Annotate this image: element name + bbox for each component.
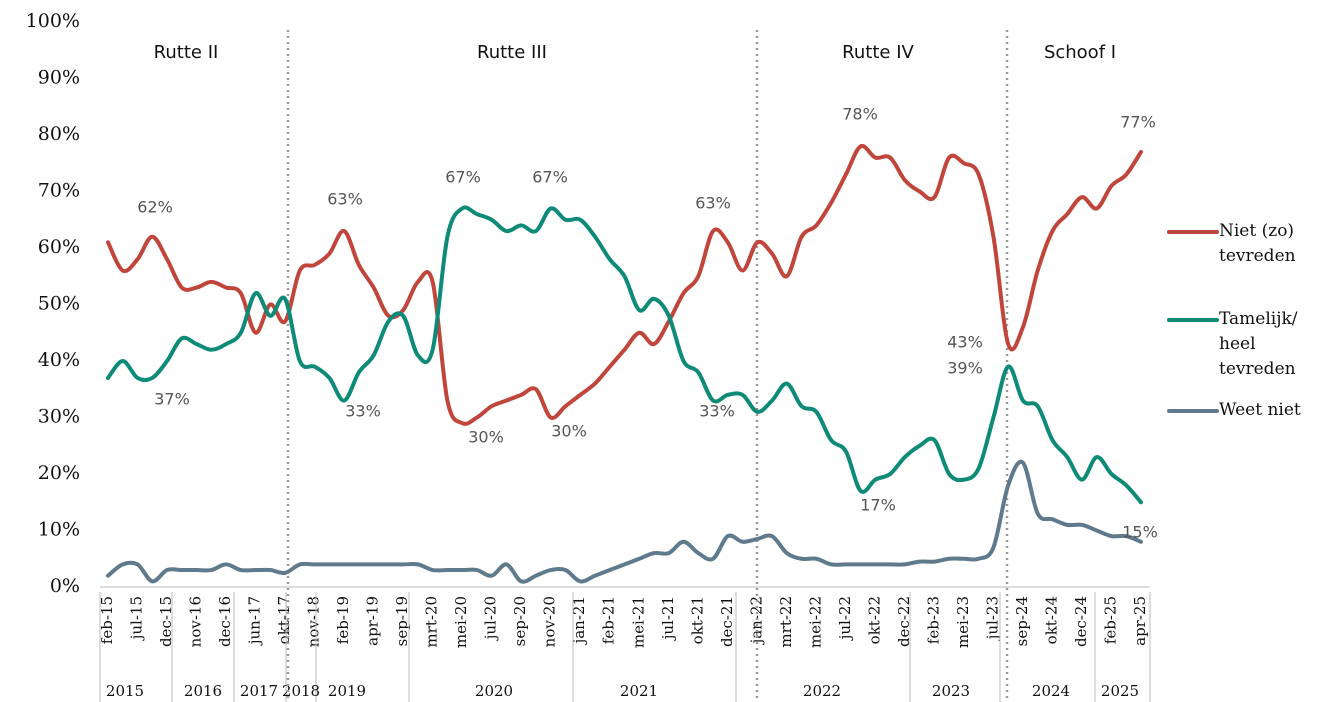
x-tick-label: feb-15	[98, 596, 116, 644]
series-line	[106, 459, 1143, 584]
x-tick-label: jul-20	[482, 596, 500, 641]
x-tick-label: okt-17	[275, 596, 293, 644]
x-tick-label: sep-19	[393, 596, 411, 646]
legend-swatch	[1167, 318, 1219, 322]
x-tick-label: dec-16	[216, 596, 234, 647]
data-label: 39%	[947, 359, 983, 378]
y-tick-label: 30%	[38, 406, 80, 428]
legend-item: Niet (zo) tevreden	[1167, 219, 1326, 269]
data-label: 17%	[860, 496, 896, 515]
legend-label: Tamelijk/ heel tevreden	[1219, 309, 1298, 379]
x-tick-label: dec-15	[157, 596, 175, 647]
year-label: 2023	[932, 682, 970, 700]
x-tick-label: mei-23	[954, 596, 972, 648]
y-tick-label: 20%	[38, 462, 80, 484]
x-tick-label: okt-22	[865, 596, 883, 644]
legend-item: Weet niet	[1167, 398, 1326, 423]
period-label: Schoof I	[1044, 42, 1116, 63]
year-label: 2022	[803, 682, 841, 700]
y-tick-label: 90%	[38, 67, 80, 89]
legend-item: Tamelijk/ heel tevreden	[1167, 307, 1326, 382]
year-label: 2017	[240, 682, 278, 700]
data-label: 30%	[551, 422, 587, 441]
data-label: 63%	[327, 190, 363, 209]
y-tick-label: 70%	[38, 180, 80, 202]
data-label: 30%	[468, 428, 504, 447]
y-tick-label: 80%	[38, 123, 80, 145]
x-tick-label: feb-25	[1101, 596, 1119, 644]
data-label: 33%	[699, 402, 735, 421]
x-tick-label: nov-20	[541, 596, 559, 647]
x-tick-label: nov-16	[187, 596, 205, 647]
year-label: 2020	[475, 682, 513, 700]
data-label: 78%	[842, 105, 878, 124]
period-label: Rutte IV	[842, 42, 914, 63]
x-tick-label: jan-22	[747, 596, 765, 645]
x-tick-label: okt-21	[688, 596, 706, 644]
year-label: 2018	[282, 682, 320, 700]
data-label: 37%	[154, 390, 190, 409]
x-tick-label: jul-21	[659, 596, 677, 641]
x-tick-label: mrt-22	[777, 596, 795, 648]
data-label: 77%	[1120, 113, 1156, 132]
y-tick-label: 100%	[26, 10, 80, 32]
x-tick-label: okt-24	[1042, 596, 1060, 644]
year-label: 2019	[328, 682, 366, 700]
x-tick-label: jul-22	[836, 596, 854, 641]
x-tick-label: mei-22	[806, 596, 824, 648]
data-label: 67%	[532, 168, 568, 187]
legend-swatch	[1167, 409, 1219, 413]
year-label: 2015	[106, 682, 144, 700]
x-tick-label: sep-20	[511, 596, 529, 646]
legend-swatch	[1167, 230, 1219, 234]
data-label: 15%	[1122, 523, 1158, 542]
data-label: 43%	[947, 333, 983, 352]
x-tick-label: dec-22	[895, 596, 913, 647]
y-tick-label: 0%	[50, 575, 80, 597]
legend-label: Niet (zo) tevreden	[1219, 221, 1296, 266]
series-line	[106, 205, 1143, 505]
series-line	[106, 143, 1143, 426]
x-tick-label: apr-19	[364, 596, 382, 646]
y-tick-label: 40%	[38, 349, 80, 371]
data-label: 62%	[137, 198, 173, 217]
x-tick-label: sep-24	[1013, 596, 1031, 646]
x-tick-label: jul-15	[128, 596, 146, 641]
x-tick-label: dec-24	[1072, 596, 1090, 647]
data-label: 33%	[345, 402, 381, 421]
x-tick-label: jan-21	[570, 596, 588, 645]
x-tick-label: jul-23	[983, 596, 1001, 641]
period-label: Rutte II	[154, 42, 219, 63]
x-tick-label: feb-21	[600, 596, 618, 644]
x-tick-label: jun-17	[246, 596, 264, 646]
data-label: 63%	[695, 194, 731, 213]
year-label: 2021	[620, 682, 658, 700]
x-tick-label: feb-19	[334, 596, 352, 644]
data-label: 67%	[445, 168, 481, 187]
x-tick-label: feb-23	[924, 596, 942, 644]
y-tick-label: 60%	[38, 236, 80, 258]
x-tick-label: apr-25	[1131, 596, 1149, 646]
x-tick-label: dec-21	[718, 596, 736, 647]
y-tick-label: 10%	[38, 519, 80, 541]
year-label: 2016	[184, 682, 222, 700]
legend-label: Weet niet	[1219, 400, 1301, 420]
year-label: 2025	[1101, 682, 1139, 700]
x-tick-label: nov-18	[305, 596, 323, 647]
x-tick-label: mei-20	[452, 596, 470, 648]
x-tick-label: mrt-20	[423, 596, 441, 648]
year-label: 2024	[1032, 682, 1070, 700]
period-label: Rutte III	[477, 42, 547, 63]
y-tick-label: 50%	[38, 293, 80, 315]
x-tick-label: mei-21	[629, 596, 647, 648]
